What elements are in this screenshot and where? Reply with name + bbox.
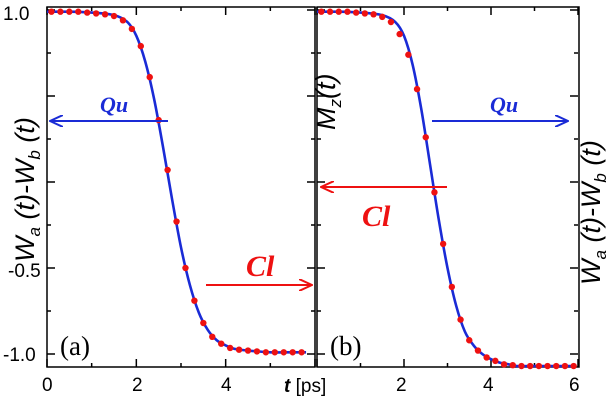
data-point	[200, 319, 207, 327]
data-point	[101, 11, 109, 18]
data-point	[48, 8, 55, 15]
x-tick-label: 4	[221, 375, 232, 396]
data-point	[370, 11, 377, 18]
data-point	[352, 9, 360, 16]
x-axis-label: t [ps]	[284, 376, 326, 397]
data-point	[92, 10, 100, 17]
data-point	[448, 283, 456, 291]
x-tick-label: 0	[42, 375, 53, 396]
data-point	[226, 344, 234, 352]
y-tick-label: -1.0	[3, 345, 36, 366]
x-tick-label: 2	[132, 375, 143, 396]
data-point	[280, 349, 287, 356]
qu-annotation: Qu	[490, 92, 518, 117]
panel-a-tick-labels: 1.0 -0.5 -1.0 0 2 4 t [ps]	[3, 4, 326, 397]
data-point	[75, 8, 82, 15]
x-tick-label: 6	[569, 375, 580, 396]
data-point	[457, 316, 464, 323]
data-point	[535, 362, 543, 370]
right-y-axis-label: Wa (t)-Wb (t)	[576, 140, 610, 285]
y-axis-label: Wa (t)-Wb (t)	[10, 117, 44, 262]
y-tick-label: 1.0	[3, 4, 29, 25]
data-point	[173, 218, 180, 225]
data-point	[431, 189, 438, 196]
data-point	[318, 8, 325, 15]
x-tick-label: 4	[483, 375, 494, 396]
data-point	[553, 362, 560, 370]
data-point	[379, 13, 386, 21]
data-point	[439, 240, 447, 248]
data-point	[244, 347, 252, 354]
data-point	[57, 8, 64, 15]
panel-b-tick-labels: 2 4 6	[396, 375, 580, 396]
data-point	[413, 85, 421, 93]
data-point	[483, 354, 490, 361]
data-point	[209, 333, 216, 340]
data-point	[137, 42, 144, 50]
cl-annotation: Cl	[246, 250, 275, 283]
data-point	[110, 12, 118, 20]
data-point	[182, 264, 189, 272]
data-point	[298, 349, 305, 356]
y-tick-label: -0.5	[8, 261, 41, 282]
panel-a-ticks	[46, 7, 316, 367]
x-tick-label: 2	[396, 375, 407, 396]
data-point	[526, 362, 534, 370]
panel-label-a: (a)	[60, 331, 90, 361]
data-point	[518, 362, 525, 370]
data-point	[474, 347, 482, 354]
cl-annotation: Cl	[362, 200, 391, 233]
series-line	[316, 10, 576, 368]
panel-b-plot-area	[316, 8, 577, 370]
mz-axis-label: Mz(t)	[311, 74, 345, 130]
data-point	[289, 349, 296, 356]
data-point	[326, 8, 334, 15]
data-point	[253, 348, 261, 355]
data-point	[271, 349, 278, 356]
data-point	[361, 10, 369, 17]
data-point	[509, 361, 516, 369]
data-point	[466, 337, 473, 344]
data-point	[492, 357, 499, 365]
data-point	[119, 17, 127, 24]
qu-annotation: Qu	[100, 92, 128, 117]
data-point	[164, 166, 171, 174]
data-point	[422, 134, 429, 141]
data-point	[235, 346, 243, 353]
panel-b: 2 4 6 Mz(t) Wa (t)-Wb (t) Qu Cl (b)	[311, 6, 610, 396]
data-point	[262, 349, 270, 356]
series-line	[46, 10, 307, 354]
panel-a-plot-area	[46, 8, 307, 356]
data-point	[500, 361, 508, 368]
data-point	[344, 8, 351, 15]
data-point	[218, 340, 225, 347]
data-point	[396, 30, 403, 38]
data-point	[544, 362, 551, 370]
data-point	[570, 362, 577, 370]
panel-a: 1.0 -0.5 -1.0 0 2 4 t [ps] Wa (t)-Wb (t)…	[3, 4, 326, 397]
data-point	[335, 8, 342, 15]
data-point	[191, 297, 198, 304]
data-point	[387, 18, 395, 26]
data-point	[128, 25, 136, 33]
panel-a-frame	[46, 6, 316, 368]
data-point	[66, 8, 73, 15]
panel-label-b: (b)	[330, 331, 361, 361]
panel-b-ticks	[316, 7, 579, 367]
data-point	[146, 73, 153, 81]
data-point	[561, 362, 569, 370]
data-point	[84, 9, 91, 16]
data-point	[405, 51, 412, 58]
